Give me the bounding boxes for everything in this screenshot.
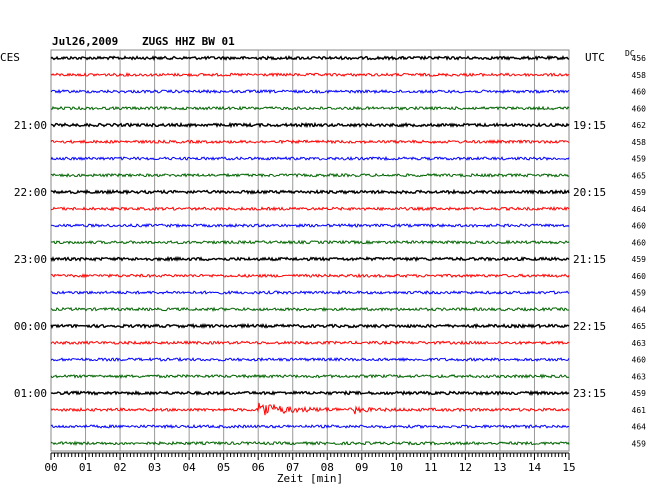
trace-4 xyxy=(50,121,570,129)
trace-23 xyxy=(50,440,570,447)
dc-value: 465 xyxy=(632,322,647,331)
trace-2 xyxy=(50,88,570,95)
dc-value: 459 xyxy=(632,155,647,164)
trace-14 xyxy=(50,289,570,296)
date-label: Jul26,2009 xyxy=(52,35,118,48)
x-tick-label: 03 xyxy=(148,461,161,474)
trace-22 xyxy=(50,423,570,430)
seismic-traces xyxy=(50,55,570,447)
left-zone-label: CES xyxy=(0,51,20,64)
dc-value: 463 xyxy=(632,372,647,381)
trace-19 xyxy=(50,373,570,380)
trace-11 xyxy=(50,239,570,245)
trace-21 xyxy=(50,402,570,416)
trace-9 xyxy=(50,206,570,212)
x-tick-label: 00 xyxy=(44,461,57,474)
trace-12 xyxy=(50,255,570,263)
left-hour-label: 21:00 xyxy=(14,119,47,132)
x-tick-label: 05 xyxy=(217,461,230,474)
dc-value: 458 xyxy=(632,138,647,147)
trace-3 xyxy=(50,105,570,111)
dc-value: 460 xyxy=(632,222,647,231)
trace-labels: 456 458 460 460 462 458 459 465 459 464 460 460 459 4… xyxy=(14,54,646,448)
dc-value: 464 xyxy=(632,305,647,314)
dc-value: 458 xyxy=(632,71,647,80)
trace-6 xyxy=(50,155,570,162)
x-axis: 00 01 02 03 04 05 06 07 08 09 10 11 12 13 14 15 xyxy=(44,452,576,474)
dc-value: 461 xyxy=(632,406,647,415)
trace-7 xyxy=(50,172,570,178)
dc-value: 464 xyxy=(632,205,647,214)
x-tick-label: 14 xyxy=(528,461,542,474)
dc-value: 465 xyxy=(632,171,647,180)
dc-value: 460 xyxy=(632,88,647,97)
x-tick-label: 15 xyxy=(562,461,575,474)
right-hour-label: 21:15 xyxy=(573,253,606,266)
left-hour-label: 01:00 xyxy=(14,387,47,400)
dc-value: 463 xyxy=(632,339,647,348)
dc-value: 456 xyxy=(632,54,647,63)
trace-20 xyxy=(50,389,570,397)
x-tick-label: 01 xyxy=(79,461,92,474)
x-axis-title: Zeit [min] xyxy=(277,472,343,485)
trace-0 xyxy=(50,55,570,62)
trace-1 xyxy=(50,71,570,78)
right-hour-label: 19:15 xyxy=(573,119,606,132)
right-hour-label: 23:15 xyxy=(573,387,606,400)
dc-value: 460 xyxy=(632,356,647,365)
x-tick-label: 04 xyxy=(183,461,197,474)
x-tick-label: 02 xyxy=(113,461,126,474)
left-hour-label: 23:00 xyxy=(14,253,47,266)
trace-13 xyxy=(50,273,570,279)
x-tick-label: 09 xyxy=(355,461,368,474)
right-zone-label: UTC xyxy=(585,51,605,64)
dc-value: 459 xyxy=(632,188,647,197)
dc-value: 459 xyxy=(632,255,647,264)
right-hour-label: 20:15 xyxy=(573,186,606,199)
x-tick-label: 07 xyxy=(286,461,299,474)
trace-15 xyxy=(50,306,570,312)
dc-value: 459 xyxy=(632,389,647,398)
dc-value: 460 xyxy=(632,104,647,113)
trace-16 xyxy=(50,322,570,330)
dc-value: 460 xyxy=(632,272,647,281)
x-tick-label: 13 xyxy=(493,461,506,474)
dc-value: 464 xyxy=(632,423,647,432)
x-tick-label: 06 xyxy=(252,461,265,474)
x-tick-label: 11 xyxy=(424,461,437,474)
dc-header-label: DC xyxy=(625,49,635,58)
x-tick-label: 10 xyxy=(390,461,403,474)
dc-value: 459 xyxy=(632,439,647,448)
left-hour-label: 00:00 xyxy=(14,320,47,333)
time-grid xyxy=(50,49,570,452)
plot-frame xyxy=(50,49,570,452)
left-hour-label: 22:00 xyxy=(14,186,47,199)
trace-10 xyxy=(50,222,570,229)
dc-value: 460 xyxy=(632,238,647,247)
dc-value: 462 xyxy=(632,121,647,130)
trace-5 xyxy=(50,139,570,145)
dc-value: 459 xyxy=(632,289,647,298)
trace-8 xyxy=(50,188,570,196)
trace-17 xyxy=(50,340,570,346)
x-tick-label: 08 xyxy=(321,461,334,474)
x-tick-label: 12 xyxy=(459,461,472,474)
station-label: ZUGS HHZ BW 01 xyxy=(142,35,235,48)
right-hour-label: 22:15 xyxy=(573,320,606,333)
trace-18 xyxy=(50,356,570,363)
